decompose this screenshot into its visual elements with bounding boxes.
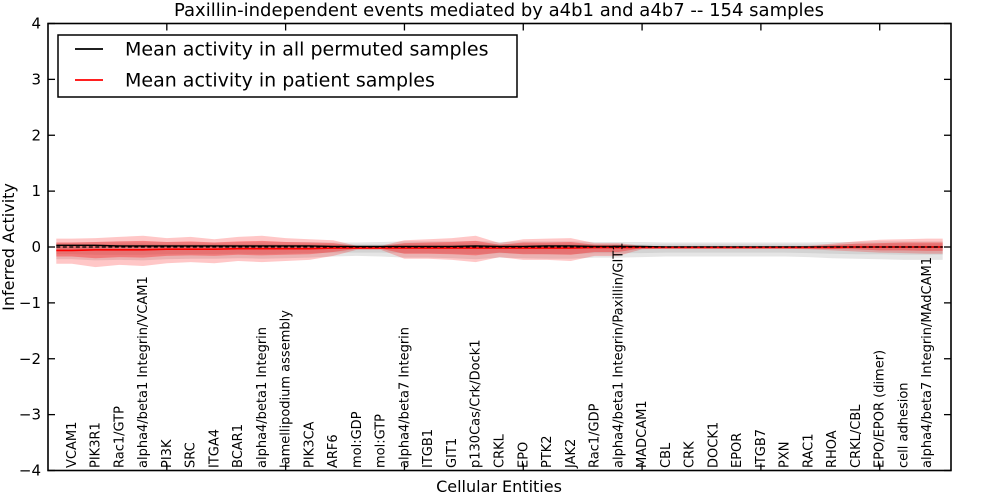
ytick-label: 0 xyxy=(31,238,41,256)
entity-label: ARF6 xyxy=(326,434,341,468)
confidence-bands xyxy=(56,235,943,268)
entity-label: RHOA xyxy=(825,430,840,468)
entity-label: RAC1 xyxy=(801,433,816,468)
entity-label: alpha4/beta7 Integrin xyxy=(397,327,412,468)
y-tick-labels: −4 −3 −2 −1 0 1 2 3 4 xyxy=(19,15,41,480)
entity-label: PTK2 xyxy=(540,435,555,468)
entity-label: JAK2 xyxy=(564,439,579,469)
entity-label: PIK3R1 xyxy=(89,422,104,468)
legend: Mean activity in all permuted samples Mea… xyxy=(57,34,518,98)
entity-label: CRKL/CBL xyxy=(849,404,864,468)
entity-label: lamellipodium assembly xyxy=(279,310,294,468)
entity-label: mol:GTP xyxy=(374,414,389,468)
x-axis-label: Cellular Entities xyxy=(436,477,562,496)
entity-label: alpha4/beta1 Integrin xyxy=(255,327,270,468)
ytick-label: −1 xyxy=(19,294,41,312)
entity-label: PI3K xyxy=(160,439,175,468)
chart-title: Paxillin-independent events mediated by … xyxy=(174,0,824,21)
entity-labels: VCAM1 PIK3R1 Rac1/GTP alpha4/beta1 Integrin… xyxy=(65,242,935,469)
entity-label: CBL xyxy=(659,442,674,468)
entity-label: CRKL xyxy=(493,433,508,468)
ytick-label: −2 xyxy=(19,350,41,368)
ytick-label: 3 xyxy=(31,70,41,88)
ytick-label: −3 xyxy=(19,406,41,424)
entity-label: EPO xyxy=(516,442,531,468)
entity-label: ITGB1 xyxy=(421,429,436,468)
entity-label: ITGB7 xyxy=(754,429,769,468)
legend-entry-label: Mean activity in patient samples xyxy=(125,70,435,92)
ytick-label: 4 xyxy=(31,15,41,33)
entity-label: GIT1 xyxy=(445,438,460,468)
entity-label: Rac1/GTP xyxy=(112,406,127,468)
entity-label: alpha4/beta7 Integrin/MAdCAM1 xyxy=(920,257,935,468)
ytick-label: −4 xyxy=(19,462,41,480)
entity-label: SRC xyxy=(184,442,199,468)
entity-label: EPO/EPOR (dimer) xyxy=(873,350,888,468)
entity-label: VCAM1 xyxy=(65,422,80,468)
legend-box xyxy=(57,34,518,98)
entity-label: ITGA4 xyxy=(207,429,222,468)
entity-label: cell adhesion xyxy=(897,382,912,468)
ytick-label: 1 xyxy=(31,182,41,200)
y-axis-label: Inferred Activity xyxy=(0,183,18,311)
entity-label: Rac1/GDP xyxy=(588,403,603,468)
entity-label: alpha4/beta1 Integrin/Paxillin/GIT1 xyxy=(611,242,626,468)
entity-label: p130Cas/Crk/Dock1 xyxy=(469,339,484,468)
entity-label: EPOR xyxy=(730,433,745,468)
legend-entry-label: Mean activity in all permuted samples xyxy=(125,39,488,61)
entity-label: CRK xyxy=(683,441,698,468)
axis-ticks xyxy=(48,22,951,472)
entity-label: PIK3CA xyxy=(302,421,317,468)
series-lines xyxy=(56,244,943,252)
entity-label: PXN xyxy=(778,442,793,468)
entity-label: alpha4/beta1 Integrin/VCAM1 xyxy=(136,276,151,468)
patient-range-outer-band xyxy=(56,235,943,268)
entity-label: MADCAM1 xyxy=(635,400,650,468)
entity-label: DOCK1 xyxy=(706,422,721,468)
entity-label: BCAR1 xyxy=(231,424,246,468)
ytick-label: 2 xyxy=(31,126,41,144)
entity-label: mol:GDP xyxy=(350,411,365,468)
